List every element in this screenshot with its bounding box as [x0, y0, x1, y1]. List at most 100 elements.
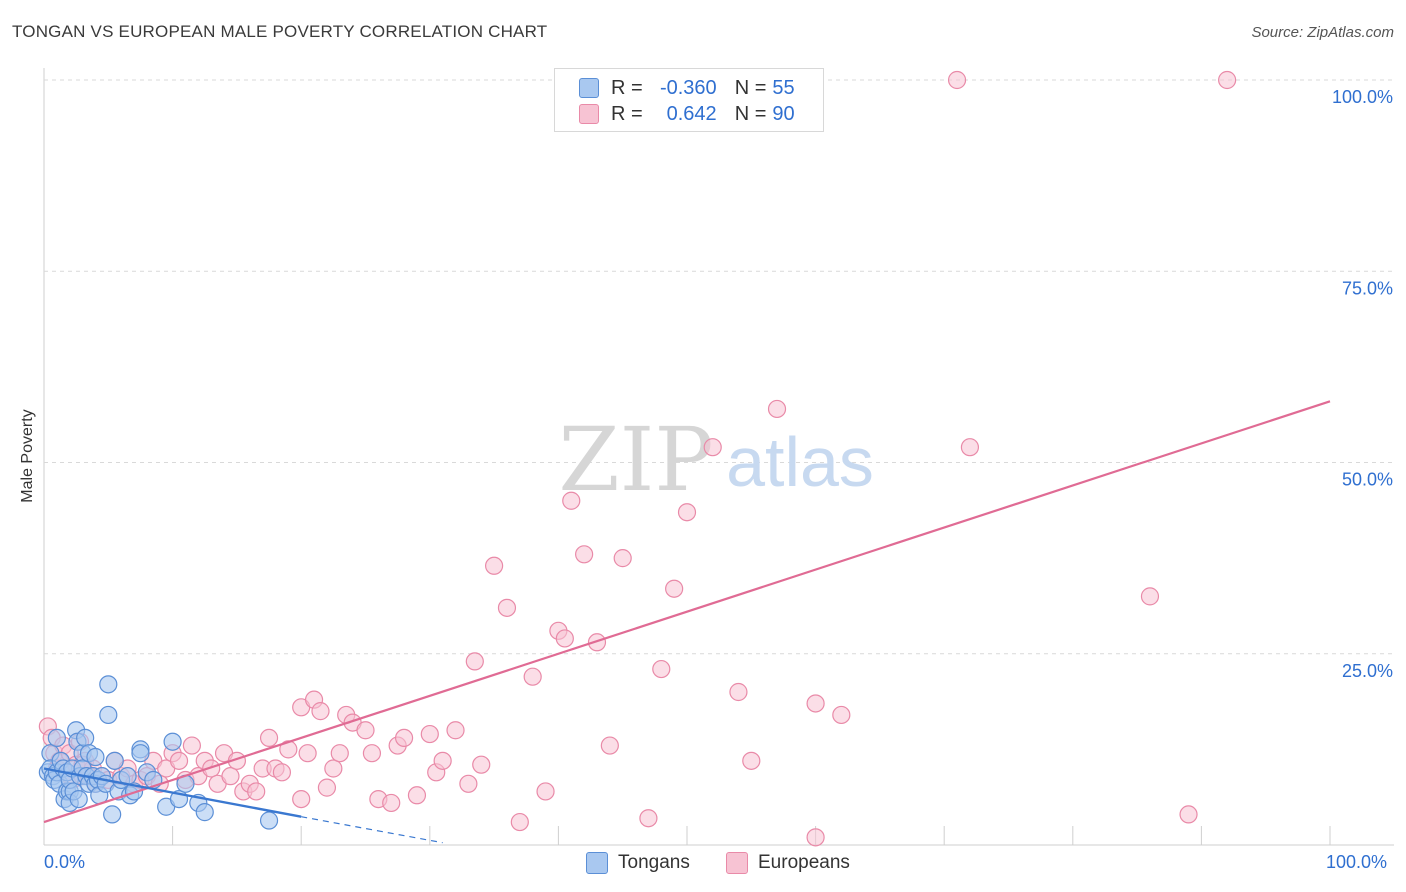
tongan-point — [105, 751, 124, 770]
european-point — [272, 763, 292, 782]
european-point — [317, 778, 337, 797]
tongan-trend-extension — [301, 816, 443, 844]
european-point — [292, 789, 311, 809]
y-tick-labels: 25.0% 50.0% 75.0% 100.0% — [1332, 87, 1393, 681]
legend-europeans-label: Europeans — [758, 852, 850, 873]
legend-item-europeans[interactable]: Europeans — [726, 852, 850, 874]
y-tick-label: 75.0% — [1342, 278, 1393, 298]
legend-n-value: 55 — [772, 76, 795, 99]
watermark-zip: ZIP — [558, 408, 713, 511]
european-point — [298, 744, 317, 763]
tongan-legend-swatch — [586, 852, 608, 874]
european-point — [362, 744, 382, 763]
legend-r-label: R = — [611, 76, 643, 99]
source-credit: Source: ZipAtlas.com — [1251, 24, 1394, 41]
european-point — [677, 503, 697, 522]
european-point — [1218, 70, 1237, 90]
european-point — [221, 767, 240, 786]
tongan-point — [103, 805, 122, 824]
european-point — [324, 759, 343, 778]
european-point — [459, 774, 478, 793]
legend-tongans-label: Tongans — [618, 852, 690, 873]
european-point — [729, 682, 748, 702]
european-point — [394, 728, 414, 748]
european-point — [613, 549, 632, 568]
legend-n-label: N = — [734, 102, 767, 125]
tongan-point — [131, 744, 150, 763]
tongan-point — [163, 732, 182, 751]
european-swatch — [579, 104, 599, 124]
european-points — [38, 70, 1237, 847]
european-point — [1140, 587, 1160, 606]
legend-row-europeans: R = 0.642 N = 90 — [579, 101, 795, 127]
legend-row-tongans: R = -0.360 N = 55 — [579, 75, 795, 101]
european-point — [510, 812, 529, 832]
chart-title: TONGAN VS EUROPEAN MALE POVERTY CORRELAT… — [12, 22, 548, 41]
european-point — [420, 724, 439, 744]
european-point — [497, 598, 517, 617]
european-point — [555, 629, 574, 648]
european-point — [259, 728, 279, 748]
y-tick-label: 25.0% — [1342, 661, 1393, 681]
y-tick-label: 100.0% — [1332, 87, 1393, 107]
european-point — [652, 659, 671, 679]
tongan-point — [195, 803, 214, 822]
tongan-trend-line — [43, 767, 302, 818]
european-point — [247, 782, 266, 801]
x-tick-label-max: 100.0% — [1326, 852, 1388, 872]
european-point — [407, 786, 427, 805]
european-point — [703, 438, 722, 457]
european-point — [767, 399, 787, 419]
tongan-point — [99, 675, 118, 694]
series-legend: Tongans Europeans — [0, 850, 1406, 880]
european-point — [485, 556, 504, 575]
european-point — [356, 721, 375, 740]
european-point — [742, 751, 761, 770]
european-point — [960, 438, 980, 457]
trend-lines — [43, 400, 1331, 844]
tongan-point — [76, 728, 95, 748]
legend-r-value: 0.642 — [666, 102, 717, 125]
tongan-point — [47, 728, 66, 748]
watermark-atlas: atlas — [726, 423, 874, 501]
y-tick-label: 50.0% — [1342, 470, 1393, 490]
tongan-point — [86, 747, 105, 767]
european-point — [279, 740, 298, 759]
european-point — [562, 491, 581, 510]
european-point — [832, 705, 851, 725]
european-point — [523, 667, 542, 686]
tongan-point — [99, 705, 118, 725]
tongan-swatch — [579, 78, 599, 98]
european-point — [575, 545, 594, 564]
tongan-point — [69, 789, 88, 809]
european-legend-swatch — [726, 852, 748, 874]
european-point — [465, 652, 484, 671]
legend-item-tongans[interactable]: Tongans — [586, 852, 690, 874]
grid-lines — [43, 68, 1394, 846]
legend-r-label: R = — [611, 102, 643, 125]
watermark: ZIP atlas — [558, 408, 874, 511]
european-point — [330, 744, 349, 763]
european-point — [182, 736, 201, 755]
european-point — [947, 70, 967, 90]
european-point — [169, 751, 189, 770]
legend-n-value: 90 — [772, 102, 795, 125]
tongan-point — [259, 811, 279, 830]
european-point — [600, 736, 619, 755]
european-point — [536, 782, 555, 801]
european-point — [472, 755, 491, 774]
european-point — [665, 579, 684, 598]
european-point — [806, 828, 825, 847]
european-point — [639, 809, 658, 828]
x-tick-label-min: 0.0% — [44, 852, 86, 872]
european-point — [1179, 805, 1198, 824]
legend-n-label: N = — [734, 76, 767, 99]
european-point — [433, 751, 452, 770]
legend-r-value: -0.360 — [659, 76, 717, 99]
correlation-legend: R = -0.360 N = 55 R = 0.642 N = 90 — [554, 68, 824, 132]
european-point — [806, 694, 825, 713]
european-trend-line — [43, 400, 1331, 824]
european-point — [446, 721, 465, 740]
european-point — [382, 793, 401, 813]
